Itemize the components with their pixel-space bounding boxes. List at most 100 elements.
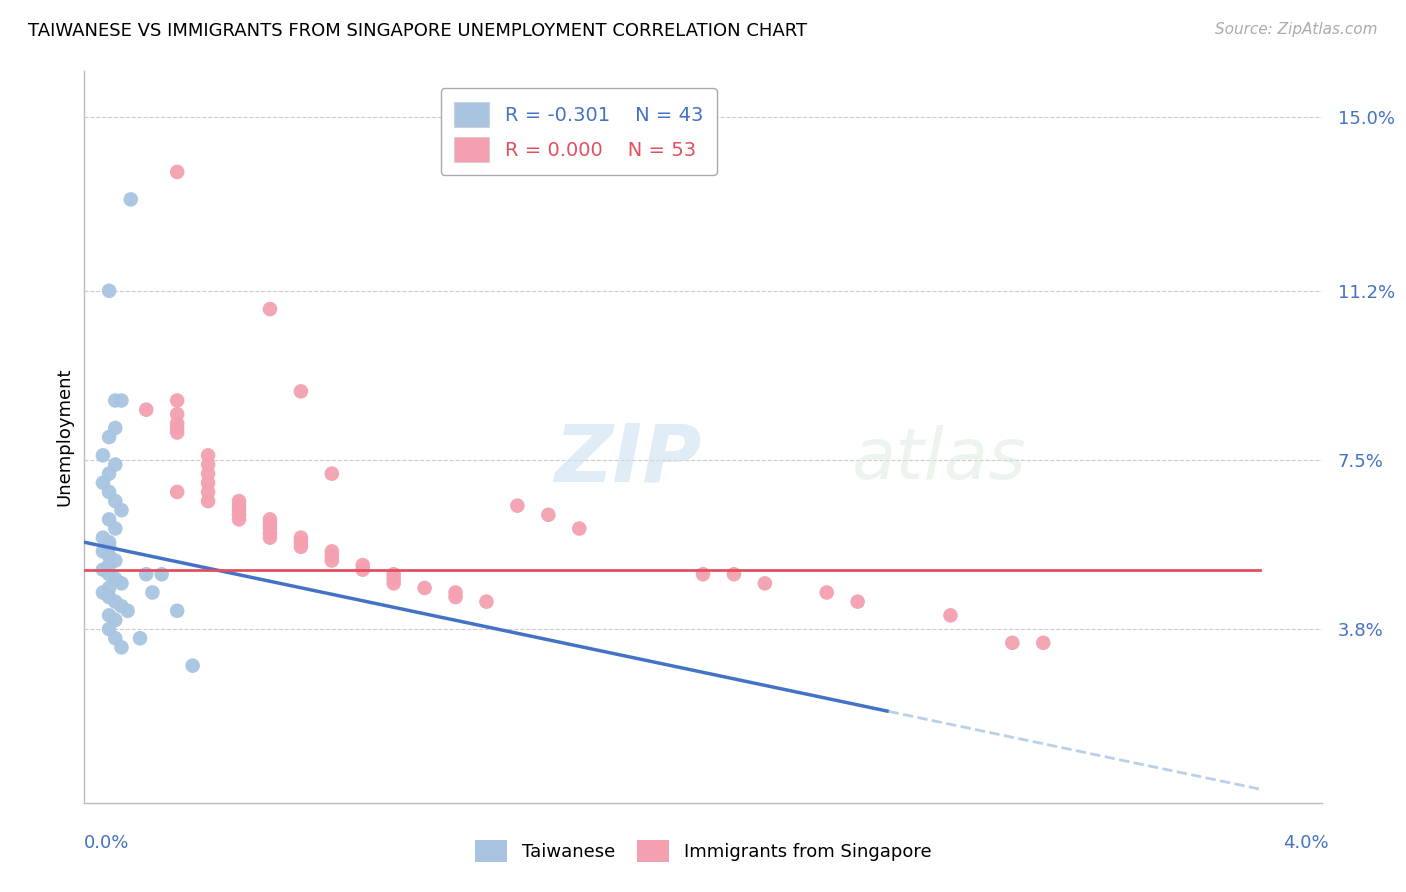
Point bbox=[382, 576, 405, 591]
Point bbox=[259, 512, 281, 526]
Point bbox=[723, 567, 745, 582]
Point bbox=[352, 558, 374, 573]
Point bbox=[91, 531, 114, 545]
Point bbox=[98, 512, 121, 526]
Point bbox=[846, 594, 869, 608]
Point bbox=[110, 640, 132, 655]
Text: atlas: atlas bbox=[852, 425, 1026, 493]
Point bbox=[98, 467, 121, 481]
Point bbox=[321, 544, 343, 558]
Point bbox=[382, 572, 405, 586]
Point bbox=[110, 599, 132, 614]
Point bbox=[197, 467, 219, 481]
Point bbox=[692, 567, 714, 582]
Point bbox=[815, 585, 838, 599]
Point bbox=[98, 581, 121, 595]
Point bbox=[98, 622, 121, 636]
Point bbox=[228, 494, 250, 508]
Y-axis label: Unemployment: Unemployment bbox=[55, 368, 73, 507]
Point bbox=[98, 535, 121, 549]
Point bbox=[290, 384, 312, 399]
Point bbox=[754, 576, 776, 591]
Point bbox=[150, 567, 173, 582]
Point bbox=[197, 458, 219, 472]
Point bbox=[91, 563, 114, 577]
Point bbox=[290, 540, 312, 554]
Point bbox=[104, 632, 127, 646]
Point bbox=[290, 531, 312, 545]
Point bbox=[104, 594, 127, 608]
Point bbox=[228, 499, 250, 513]
Point bbox=[259, 531, 281, 545]
Point bbox=[475, 594, 498, 608]
Point bbox=[321, 467, 343, 481]
Point bbox=[444, 585, 467, 599]
Point bbox=[166, 165, 188, 179]
Point bbox=[91, 585, 114, 599]
Text: 0.0%: 0.0% bbox=[84, 834, 129, 852]
Point bbox=[166, 485, 188, 500]
Point bbox=[135, 402, 157, 417]
Point bbox=[259, 526, 281, 541]
Legend: R = -0.301    N = 43, R = 0.000    N = 53: R = -0.301 N = 43, R = 0.000 N = 53 bbox=[440, 88, 717, 176]
Point bbox=[98, 284, 121, 298]
Point bbox=[110, 576, 132, 591]
Point bbox=[166, 407, 188, 421]
Point bbox=[568, 521, 591, 535]
Point bbox=[444, 590, 467, 604]
Point bbox=[197, 494, 219, 508]
Point bbox=[197, 475, 219, 490]
Point bbox=[413, 581, 436, 595]
Point bbox=[104, 458, 127, 472]
Point bbox=[1001, 636, 1024, 650]
Text: ZIP: ZIP bbox=[554, 420, 702, 498]
Point bbox=[321, 549, 343, 563]
Point bbox=[259, 521, 281, 535]
Point bbox=[98, 608, 121, 623]
Point bbox=[197, 485, 219, 500]
Point bbox=[259, 516, 281, 531]
Point bbox=[110, 503, 132, 517]
Point bbox=[166, 421, 188, 435]
Point bbox=[537, 508, 560, 522]
Point bbox=[382, 567, 405, 582]
Point bbox=[506, 499, 529, 513]
Point bbox=[352, 563, 374, 577]
Point bbox=[98, 549, 121, 563]
Point bbox=[98, 430, 121, 444]
Point bbox=[321, 553, 343, 567]
Point bbox=[120, 192, 142, 206]
Point bbox=[197, 449, 219, 463]
Point bbox=[104, 421, 127, 435]
Point bbox=[91, 544, 114, 558]
Point bbox=[1032, 636, 1054, 650]
Point bbox=[228, 503, 250, 517]
Point bbox=[181, 658, 204, 673]
Point bbox=[104, 553, 127, 567]
Point bbox=[104, 613, 127, 627]
Point bbox=[166, 393, 188, 408]
Point bbox=[166, 604, 188, 618]
Point bbox=[117, 604, 139, 618]
Point bbox=[110, 393, 132, 408]
Text: 4.0%: 4.0% bbox=[1284, 834, 1329, 852]
Point bbox=[98, 485, 121, 500]
Point bbox=[135, 567, 157, 582]
Point bbox=[104, 494, 127, 508]
Point bbox=[141, 585, 163, 599]
Point bbox=[104, 572, 127, 586]
Point bbox=[104, 521, 127, 535]
Point bbox=[98, 567, 121, 582]
Point bbox=[98, 590, 121, 604]
Point bbox=[290, 535, 312, 549]
Legend: Taiwanese, Immigrants from Singapore: Taiwanese, Immigrants from Singapore bbox=[468, 833, 938, 870]
Point bbox=[98, 558, 121, 573]
Point bbox=[129, 632, 152, 646]
Text: Source: ZipAtlas.com: Source: ZipAtlas.com bbox=[1215, 22, 1378, 37]
Point bbox=[91, 449, 114, 463]
Point bbox=[939, 608, 962, 623]
Point bbox=[166, 417, 188, 431]
Point bbox=[228, 512, 250, 526]
Point bbox=[166, 425, 188, 440]
Point bbox=[91, 475, 114, 490]
